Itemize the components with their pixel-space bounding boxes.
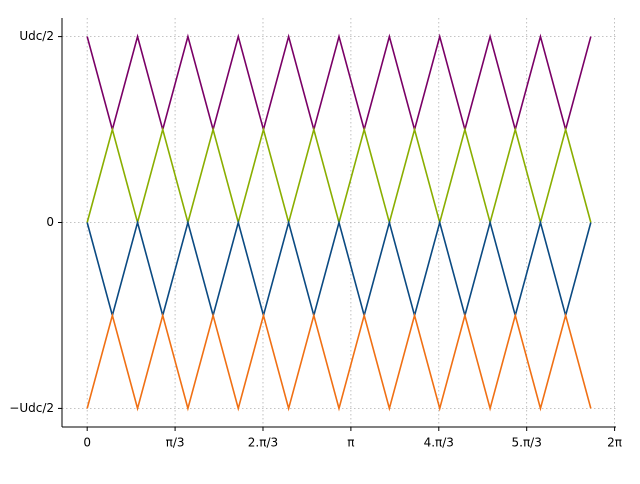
carrier-line (86, 312, 592, 412)
x-tick-label: 2π (607, 436, 622, 450)
x-tick-label: 2.π/3 (248, 436, 278, 450)
x-tick-label: 4.π/3 (424, 436, 454, 450)
carrier-line (86, 33, 592, 133)
x-tick-label: π (347, 436, 354, 450)
x-tick-label: 5.π/3 (512, 436, 542, 450)
carrier-line (86, 126, 592, 226)
y-tick-label: −Udc/2 (9, 401, 54, 415)
y-tick-label: Udc/2 (19, 29, 54, 43)
carrier-line (86, 219, 592, 319)
x-tick-label: π/3 (166, 436, 185, 450)
x-tick-label: 0 (83, 436, 91, 450)
y-tick-label: 0 (46, 215, 54, 229)
